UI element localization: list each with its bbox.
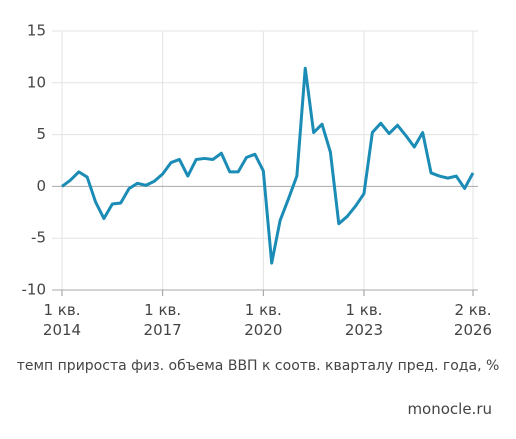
x-tick-label: 1 кв. 2023: [344, 301, 384, 339]
y-tick-label: -5: [31, 229, 46, 247]
x-tick-label: 1 кв. 2017: [143, 301, 182, 339]
y-tick-label: 15: [27, 22, 46, 40]
x-tick-label: 1 кв. 2014: [42, 301, 82, 339]
y-tick-label: -10: [22, 281, 47, 299]
source: monocle.ru: [407, 400, 492, 418]
line: [61, 66, 475, 265]
y-tick-label: 0: [36, 177, 46, 195]
x-tick-label: 2 кв. 2026: [453, 301, 493, 339]
y-tick-label: 10: [27, 73, 46, 91]
x-tick-label: 1 кв. 2020: [244, 301, 283, 339]
y-tick-label: 5: [36, 125, 46, 143]
x-axis-label: темп прироста физ. объема ВВП к соотв. к…: [16, 358, 500, 374]
